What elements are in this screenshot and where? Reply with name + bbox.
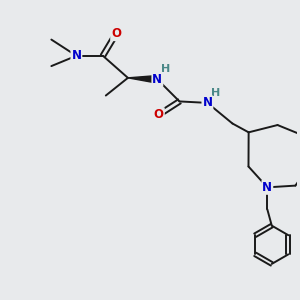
Polygon shape xyxy=(128,76,158,83)
Text: N: N xyxy=(71,49,81,62)
Text: H: H xyxy=(161,64,170,74)
Text: N: N xyxy=(262,181,272,194)
Text: O: O xyxy=(154,108,164,121)
Text: H: H xyxy=(211,88,220,98)
Text: O: O xyxy=(111,27,121,40)
Text: N: N xyxy=(202,96,212,110)
Text: N: N xyxy=(152,73,162,86)
